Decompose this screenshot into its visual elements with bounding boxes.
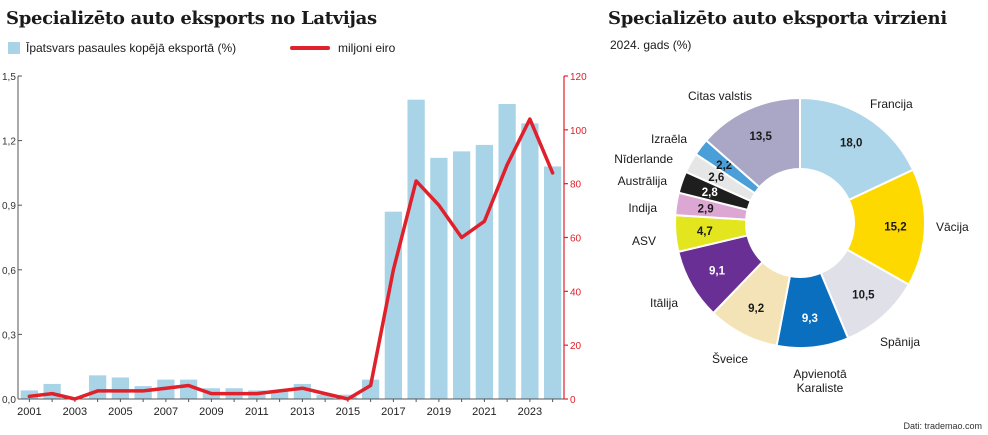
slice-value-label: 2,2: [716, 160, 732, 172]
bar-2021: [475, 144, 494, 399]
slice-category-label: Itālija: [650, 296, 678, 310]
slice-value-label: 15,2: [884, 222, 906, 234]
slice-value-label: 2,8: [702, 187, 719, 199]
x-tick-label-2021: 2021: [472, 406, 496, 418]
y-right-tick-label: 0: [570, 395, 576, 406]
slice-category-label: Indija: [628, 201, 657, 215]
slice-category-label: Nīderlande: [614, 152, 673, 166]
slice-value-label: 4,7: [697, 226, 713, 238]
legend-bar-label: Īpatsvars pasaules kopējā eksportā (%): [26, 41, 237, 55]
slice-value-label: 13,5: [750, 131, 773, 143]
bar-2023: [521, 123, 539, 399]
slice-category-label: Citas valstis: [688, 89, 752, 103]
slice-citas-valstis: [704, 96, 801, 189]
y-right-tick-label: 100: [570, 126, 587, 137]
y-left-tick-label: 0,0: [2, 395, 16, 406]
donut-chart-title: Specializēto auto eksporta virzieni: [608, 8, 947, 29]
donut-chart-subtitle: 2024. gads (%): [610, 38, 692, 52]
legend-line-entry: miljoni eiro: [290, 41, 395, 55]
legend-bar-swatch: [8, 42, 20, 54]
slice-value-label: 9,2: [748, 303, 764, 315]
y-right-tick-label: 80: [570, 180, 582, 191]
bar-2020: [452, 151, 471, 399]
slice-value-label: 10,5: [852, 289, 875, 301]
bar-2022: [498, 103, 516, 399]
x-tick-label-2023: 2023: [518, 406, 542, 418]
x-tick-label-2019: 2019: [427, 406, 451, 418]
bar-2024: [543, 166, 562, 399]
x-tick-label-2009: 2009: [199, 406, 223, 418]
x-tick-label-2007: 2007: [154, 406, 178, 418]
slice-category-label: Apvienotā Karaliste: [793, 367, 847, 395]
bar-line-chart-title: Specializēto auto eksports no Latvijas: [6, 8, 377, 29]
slice-value-label: 2,9: [698, 203, 714, 215]
x-tick-label-2011: 2011: [245, 406, 269, 418]
slice-value-label: 18,0: [840, 137, 862, 149]
y-left-tick-label: 1,2: [2, 137, 16, 148]
slice-value-label: 2,6: [708, 172, 724, 184]
line-series-miljoni-eiro: [27, 117, 555, 401]
donut-chart: 18,0 Francija 15,2 Vācija 10,5 Spānija 9,3 Apvi…: [614, 89, 969, 395]
bar-line-chart: 0,0 0,3 0,6 0,9 1,2 1,5 0 20 40 60 80 100 120 2001 200…: [2, 72, 587, 418]
slice-value-label: 9,3: [802, 313, 818, 325]
x-tick-label-2017: 2017: [381, 406, 405, 418]
y-left-tick-label: 0,9: [2, 201, 16, 212]
bar-2019: [430, 157, 448, 399]
bar-2015: [339, 394, 357, 399]
y-right-tick-label: 60: [570, 234, 582, 245]
y-left-tick-label: 0,6: [2, 266, 16, 277]
x-tick-label-2001: 2001: [17, 406, 41, 418]
y-right-tick-label: 20: [570, 341, 582, 352]
x-tick-label-2005: 2005: [108, 406, 132, 418]
legend-line-swatch: [290, 46, 330, 50]
y-right-tick-label: 40: [570, 287, 582, 298]
bar-2016: [361, 379, 380, 399]
y-right-tick-label: 120: [570, 72, 587, 83]
legend-line-label: miljoni eiro: [338, 41, 396, 55]
slice-category-label: ASV: [632, 234, 656, 248]
bar-2014: [316, 394, 334, 399]
slice-category-label: Izraēla: [651, 132, 687, 146]
slice-francija: [799, 96, 915, 202]
y-left-tick-label: 0,3: [2, 330, 16, 341]
bar-2005: [111, 377, 130, 399]
slice-category-label: Šveice: [712, 351, 748, 366]
slice-category-label: Austrālija: [618, 174, 668, 188]
legend-bar-entry: Īpatsvars pasaules kopējā eksportā (%): [8, 41, 236, 55]
x-tick-label-2013: 2013: [290, 406, 314, 418]
slice-category-label: Francija: [870, 97, 913, 111]
bar-2012: [270, 390, 289, 399]
bar-2004: [88, 375, 107, 399]
slice-category-label: Vācija: [936, 220, 969, 234]
slice-category-label: Spānija: [880, 335, 920, 349]
y-left-tick-label: 1,5: [2, 72, 16, 83]
source-note: Dati: trademao.com: [903, 421, 982, 431]
x-tick-label-2003: 2003: [63, 406, 87, 418]
slice-value-label: 9,1: [709, 265, 726, 277]
x-tick-label-2015: 2015: [336, 406, 360, 418]
bar-2018: [407, 99, 425, 399]
